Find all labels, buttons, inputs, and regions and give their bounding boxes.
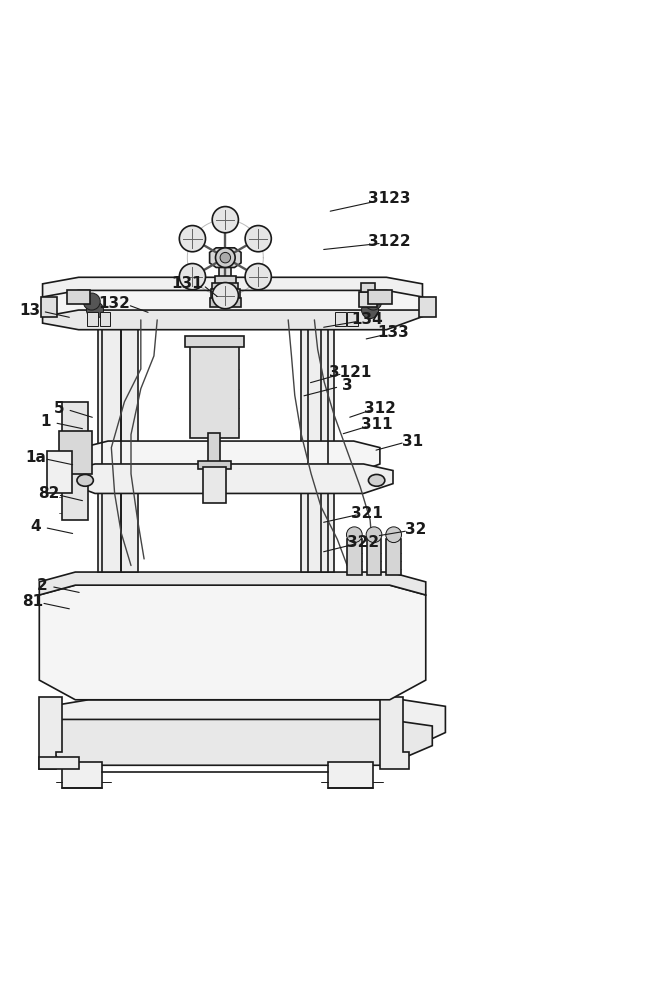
Circle shape	[179, 226, 206, 252]
Bar	[190, 346, 239, 438]
Text: 134: 134	[351, 312, 383, 327]
Bar	[359, 292, 377, 307]
Text: 131: 131	[171, 276, 202, 291]
Bar	[62, 402, 88, 520]
Bar	[203, 467, 226, 503]
Text: 3123: 3123	[369, 191, 411, 206]
Text: 312: 312	[364, 401, 396, 416]
Polygon shape	[328, 762, 373, 788]
Bar	[367, 539, 381, 575]
Circle shape	[215, 248, 235, 267]
Text: 31: 31	[402, 434, 423, 449]
Bar	[210, 298, 241, 307]
Text: 1: 1	[41, 414, 51, 429]
Ellipse shape	[77, 474, 94, 486]
Text: 2: 2	[37, 578, 48, 593]
Circle shape	[365, 293, 382, 310]
Text: 13: 13	[19, 303, 40, 318]
Text: 311: 311	[361, 417, 392, 432]
Text: 3122: 3122	[368, 234, 411, 249]
Circle shape	[179, 264, 206, 290]
Polygon shape	[43, 310, 422, 330]
Bar	[321, 323, 334, 572]
Bar	[368, 290, 392, 304]
Text: 81: 81	[22, 594, 43, 609]
Text: 5: 5	[54, 401, 64, 416]
Text: 4: 4	[31, 519, 41, 534]
Polygon shape	[43, 290, 422, 323]
Bar	[47, 451, 72, 493]
Circle shape	[212, 283, 238, 309]
Bar	[98, 323, 124, 572]
Bar	[87, 312, 98, 326]
Bar	[212, 283, 238, 290]
Circle shape	[386, 527, 402, 543]
Polygon shape	[62, 762, 102, 788]
Polygon shape	[49, 719, 432, 765]
Text: 32: 32	[405, 522, 426, 537]
Text: 133: 133	[377, 325, 409, 340]
Bar	[335, 312, 346, 326]
Bar	[361, 283, 375, 292]
Bar	[39, 757, 79, 769]
Bar	[347, 539, 362, 575]
Text: 3121: 3121	[329, 365, 371, 380]
Circle shape	[245, 226, 271, 252]
Bar	[208, 433, 220, 464]
Bar	[121, 323, 138, 572]
Bar	[100, 312, 110, 326]
Polygon shape	[43, 277, 422, 310]
Bar	[41, 297, 57, 317]
Ellipse shape	[368, 474, 384, 486]
Circle shape	[366, 527, 382, 543]
Bar	[67, 290, 90, 304]
Polygon shape	[39, 696, 62, 769]
Bar	[215, 276, 236, 284]
Polygon shape	[380, 696, 409, 769]
Bar	[185, 336, 244, 347]
Text: 322: 322	[347, 535, 380, 550]
Bar	[59, 431, 92, 474]
Bar	[419, 297, 436, 317]
Polygon shape	[49, 700, 445, 752]
Polygon shape	[39, 572, 426, 595]
Circle shape	[220, 252, 231, 263]
Polygon shape	[39, 585, 426, 700]
Circle shape	[346, 527, 362, 543]
Polygon shape	[82, 441, 380, 474]
Text: 321: 321	[351, 506, 383, 521]
Polygon shape	[69, 464, 393, 493]
Bar	[211, 289, 240, 298]
Text: 132: 132	[99, 296, 130, 311]
Text: 82: 82	[39, 486, 60, 501]
Bar	[347, 312, 358, 326]
Text: 1a: 1a	[26, 450, 47, 465]
Bar	[301, 323, 328, 572]
Polygon shape	[210, 248, 241, 267]
Text: 3: 3	[342, 378, 352, 393]
Circle shape	[245, 264, 271, 290]
Bar	[198, 461, 231, 469]
Circle shape	[83, 293, 100, 310]
Bar	[386, 539, 401, 575]
Circle shape	[212, 207, 238, 233]
Circle shape	[362, 302, 379, 319]
Circle shape	[86, 302, 103, 319]
Bar	[219, 248, 231, 277]
